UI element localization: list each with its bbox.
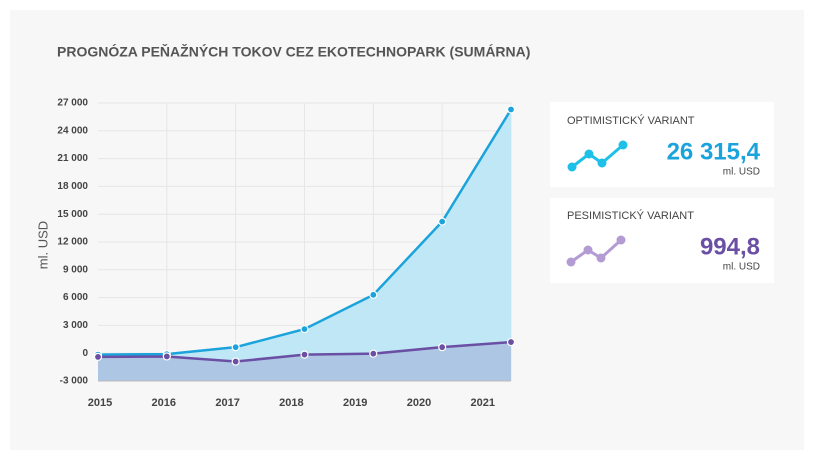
- data-point: [369, 290, 378, 299]
- y-tick-label: 6 000: [63, 292, 88, 303]
- data-point: [369, 349, 378, 358]
- data-point: [438, 217, 447, 226]
- card-label: OPTIMISTICKÝ VARIANT: [567, 114, 695, 127]
- x-tick-label: 2017: [215, 397, 239, 409]
- card-value: 26 315,4: [667, 138, 761, 165]
- y-tick-label: 18 000: [57, 181, 88, 192]
- x-tick-label: 2020: [407, 397, 431, 409]
- data-point: [438, 343, 447, 352]
- y-tick-label: 21 000: [57, 153, 88, 164]
- card-unit: ml. USD: [723, 167, 760, 178]
- data-point: [300, 350, 309, 359]
- y-tick-label: 12 000: [57, 237, 88, 248]
- y-tick-label: 27 000: [57, 98, 88, 109]
- x-tick-label: 2019: [343, 397, 367, 409]
- y-tick-label: 9 000: [63, 264, 88, 275]
- x-tick-label: 2016: [152, 397, 176, 409]
- x-tick-label: 2021: [471, 397, 495, 409]
- sparkline-icon: [571, 143, 624, 169]
- sparkline-dots: [567, 140, 628, 172]
- data-point: [162, 352, 171, 361]
- data-point: [231, 357, 240, 366]
- y-tick-label: 0: [82, 348, 88, 359]
- card-unit: ml. USD: [723, 262, 760, 273]
- data-point: [93, 352, 103, 362]
- card-value: 994,8: [700, 233, 760, 260]
- y-tick-label: 3 000: [63, 320, 88, 331]
- y-axis-label: ml. USD: [35, 221, 50, 269]
- card: PESIMISTICKÝ VARIANT 994,8 ml. USD: [550, 198, 774, 283]
- card-label: PESIMISTICKÝ VARIANT: [567, 209, 694, 222]
- data-point: [300, 325, 309, 334]
- y-tick-label: -3 000: [60, 376, 89, 387]
- card-bg: [550, 102, 774, 187]
- data-point: [506, 105, 516, 114]
- card: OPTIMISTICKÝ VARIANT 26 315,4 ml. USD: [550, 102, 774, 187]
- sparkline-dots: [566, 235, 626, 267]
- y-tick-label: 15 000: [57, 209, 88, 220]
- data-point: [231, 343, 240, 352]
- chart-title: PROGNÓZA PEŇAŽNÝCH TOKOV CEZ EKOTECHNOPA…: [57, 43, 530, 60]
- x-tick-label: 2018: [279, 397, 303, 409]
- card-bg: [550, 198, 774, 283]
- x-tick-label: 2015: [88, 397, 112, 409]
- data-point: [506, 337, 516, 347]
- sparkline-icon: [570, 238, 623, 264]
- series-area: [98, 342, 511, 381]
- y-tick-label: 24 000: [57, 125, 88, 136]
- series-area: [98, 109, 511, 381]
